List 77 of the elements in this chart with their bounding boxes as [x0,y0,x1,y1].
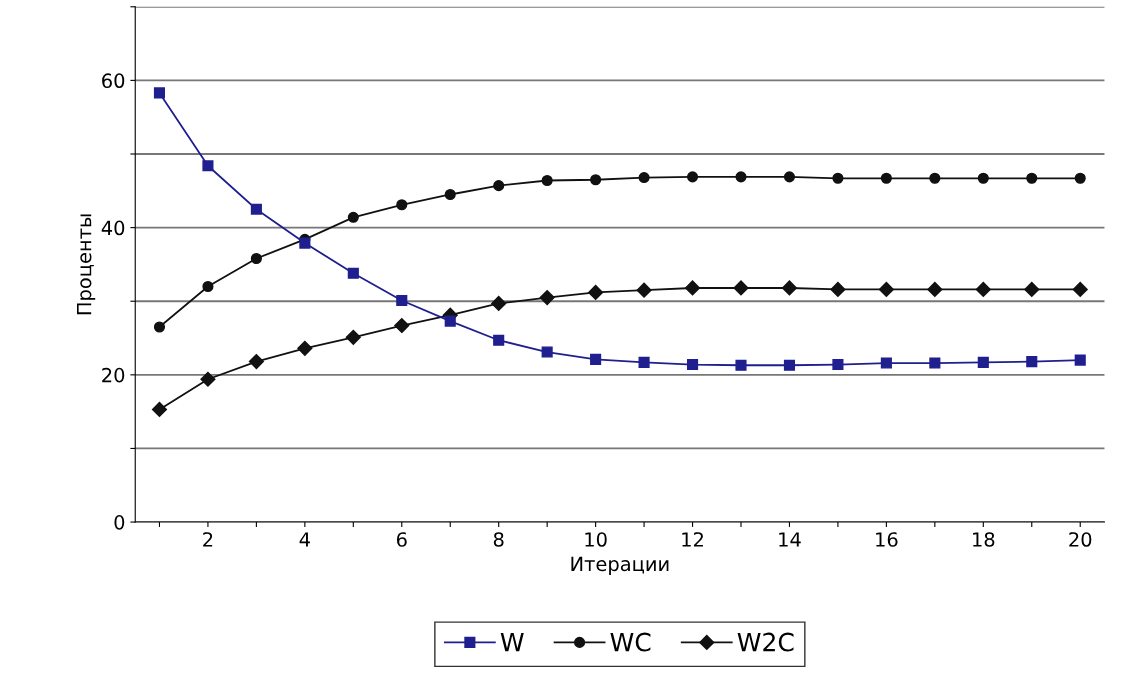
point [977,172,989,184]
point [880,172,892,184]
point [735,359,747,371]
x-tick-label: 6 [396,532,407,547]
point [638,172,650,184]
point [1026,172,1038,184]
point [588,284,604,300]
point [684,280,701,296]
point [832,358,844,371]
y-tick-label: 40 [101,220,125,236]
point [248,354,264,370]
point [491,295,507,312]
point [151,401,168,418]
point [832,172,844,184]
point [878,281,894,298]
point [880,357,892,369]
point [347,211,359,223]
x-tick-label: 4 [299,532,310,547]
point [590,174,602,186]
point [1026,356,1038,368]
legend-label: WC [610,632,651,652]
point [202,280,214,293]
point [977,356,989,368]
legend-label: W2C [737,632,794,652]
x-tick-label: 10 [585,532,607,547]
point [250,252,262,265]
x-tick-label: 18 [973,532,995,547]
legend-label: W [500,632,524,652]
point [444,315,456,327]
x-tick-label: 8 [493,532,504,547]
point [927,281,943,298]
point [297,340,313,356]
point [299,237,311,249]
point [396,199,408,211]
point [1074,354,1086,366]
point [396,294,408,307]
point [830,281,846,298]
point [781,280,798,296]
x-tick-label: 16 [876,532,898,547]
point [153,321,166,333]
point [200,371,216,387]
point [250,203,262,215]
point [394,317,410,334]
point [929,172,941,184]
y-tick-label: 60 [102,73,125,89]
point [493,180,505,192]
point [345,329,361,345]
point [686,358,699,371]
point [153,87,166,99]
x-tick-label: 20 [1069,532,1092,547]
y-tick-label: 20 [102,367,125,383]
point [541,174,553,187]
point [636,282,652,298]
x-axis-title: Итерации [571,556,669,575]
point [1072,281,1088,298]
point [783,359,796,371]
point [975,281,991,298]
y-axis-title: Проценты [77,214,96,315]
point [590,353,602,365]
x-tick-label: 2 [203,532,213,547]
point [1024,281,1040,298]
point [202,160,214,172]
point [347,267,359,279]
x-tick-label: 12 [682,532,703,547]
point [733,280,749,296]
point [539,289,555,306]
point [1074,172,1086,184]
point [444,188,456,201]
point [783,171,796,183]
x-tick-label: 14 [779,532,801,547]
point [541,346,553,358]
point [929,357,941,369]
point [493,334,505,346]
point [735,171,747,183]
point [638,356,650,368]
point [686,171,699,183]
y-tick-label: 0 [114,515,125,530]
